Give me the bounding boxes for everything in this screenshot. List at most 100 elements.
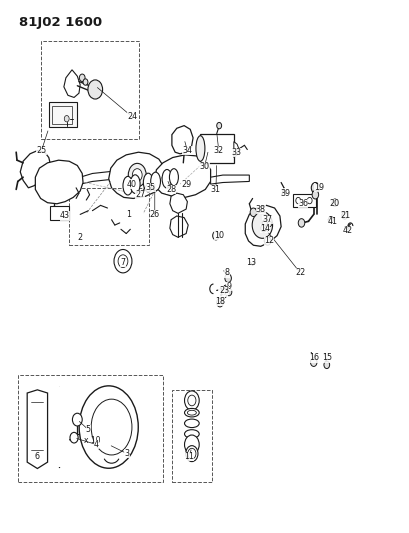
Circle shape <box>114 249 132 273</box>
Circle shape <box>217 298 223 307</box>
Text: 38: 38 <box>256 205 266 214</box>
Polygon shape <box>35 160 83 204</box>
Circle shape <box>64 116 69 122</box>
Polygon shape <box>155 155 211 197</box>
Circle shape <box>70 432 78 443</box>
Ellipse shape <box>91 399 132 455</box>
Circle shape <box>79 74 85 82</box>
Circle shape <box>184 391 199 410</box>
Text: 37: 37 <box>263 215 273 224</box>
Bar <box>69 188 148 245</box>
Ellipse shape <box>130 175 140 193</box>
Text: 8: 8 <box>225 269 229 277</box>
Bar <box>49 102 76 127</box>
Polygon shape <box>27 390 47 469</box>
Ellipse shape <box>184 419 199 427</box>
Ellipse shape <box>196 136 205 161</box>
Text: 13: 13 <box>246 258 256 266</box>
Circle shape <box>342 212 348 219</box>
Text: 43: 43 <box>60 212 70 221</box>
Ellipse shape <box>184 430 199 438</box>
Text: 18: 18 <box>215 296 225 305</box>
Circle shape <box>328 216 333 223</box>
Bar <box>200 134 234 163</box>
Circle shape <box>184 435 199 454</box>
Circle shape <box>263 220 267 226</box>
Ellipse shape <box>79 386 138 469</box>
Circle shape <box>324 361 330 368</box>
Text: 29: 29 <box>181 180 191 189</box>
Polygon shape <box>245 205 281 246</box>
Text: 7: 7 <box>120 258 126 266</box>
Text: 20: 20 <box>330 199 340 208</box>
Polygon shape <box>211 175 249 184</box>
Text: 19: 19 <box>315 183 324 192</box>
Circle shape <box>118 255 128 268</box>
Circle shape <box>83 79 88 85</box>
Bar <box>50 206 69 220</box>
Text: x 10: x 10 <box>84 437 101 446</box>
Circle shape <box>133 168 142 181</box>
Circle shape <box>261 224 266 232</box>
Text: 17: 17 <box>218 287 228 296</box>
Circle shape <box>250 208 257 216</box>
Text: 40: 40 <box>127 180 137 189</box>
Bar <box>172 390 212 482</box>
Circle shape <box>213 231 219 240</box>
Text: 15: 15 <box>322 353 332 362</box>
Text: 35: 35 <box>146 183 156 192</box>
Circle shape <box>188 395 196 406</box>
Ellipse shape <box>169 168 178 185</box>
Circle shape <box>72 413 82 426</box>
Text: 41: 41 <box>328 217 338 226</box>
Polygon shape <box>172 126 193 154</box>
Polygon shape <box>109 152 164 198</box>
Ellipse shape <box>144 173 153 192</box>
Circle shape <box>311 182 319 193</box>
Text: 33: 33 <box>231 148 241 157</box>
Ellipse shape <box>184 408 199 417</box>
Circle shape <box>298 219 305 227</box>
Text: 4: 4 <box>94 440 99 449</box>
Circle shape <box>128 164 146 187</box>
Circle shape <box>225 274 231 282</box>
Text: 25: 25 <box>36 146 47 155</box>
Text: 27: 27 <box>135 190 145 199</box>
Text: 34: 34 <box>182 146 192 155</box>
Bar <box>52 106 72 124</box>
Text: 30: 30 <box>200 162 209 171</box>
Ellipse shape <box>186 446 198 462</box>
Bar <box>49 386 69 467</box>
Text: 23: 23 <box>219 286 229 295</box>
Text: 42: 42 <box>343 226 353 235</box>
Text: 5: 5 <box>86 425 91 434</box>
Text: 12: 12 <box>264 237 274 246</box>
Ellipse shape <box>151 172 160 191</box>
Polygon shape <box>20 151 50 188</box>
Text: 39: 39 <box>280 189 290 198</box>
Circle shape <box>88 80 103 99</box>
Bar <box>41 41 139 139</box>
Circle shape <box>332 199 338 206</box>
Text: 3: 3 <box>125 449 130 458</box>
Text: 31: 31 <box>211 185 221 194</box>
Text: 36: 36 <box>298 199 308 208</box>
Text: 32: 32 <box>214 146 224 155</box>
Text: 21: 21 <box>340 212 350 221</box>
Polygon shape <box>64 70 80 98</box>
Text: 81J02 1600: 81J02 1600 <box>19 15 102 29</box>
Ellipse shape <box>162 169 172 188</box>
Polygon shape <box>234 142 239 158</box>
Text: 6: 6 <box>34 453 39 462</box>
Text: 10: 10 <box>214 231 224 240</box>
Circle shape <box>221 290 227 298</box>
Bar <box>293 193 316 207</box>
Circle shape <box>252 212 272 238</box>
Circle shape <box>267 221 272 227</box>
Circle shape <box>217 123 222 129</box>
Circle shape <box>307 197 312 204</box>
Polygon shape <box>170 193 187 213</box>
Ellipse shape <box>187 410 196 415</box>
Text: 9: 9 <box>227 282 231 291</box>
Polygon shape <box>170 216 188 237</box>
